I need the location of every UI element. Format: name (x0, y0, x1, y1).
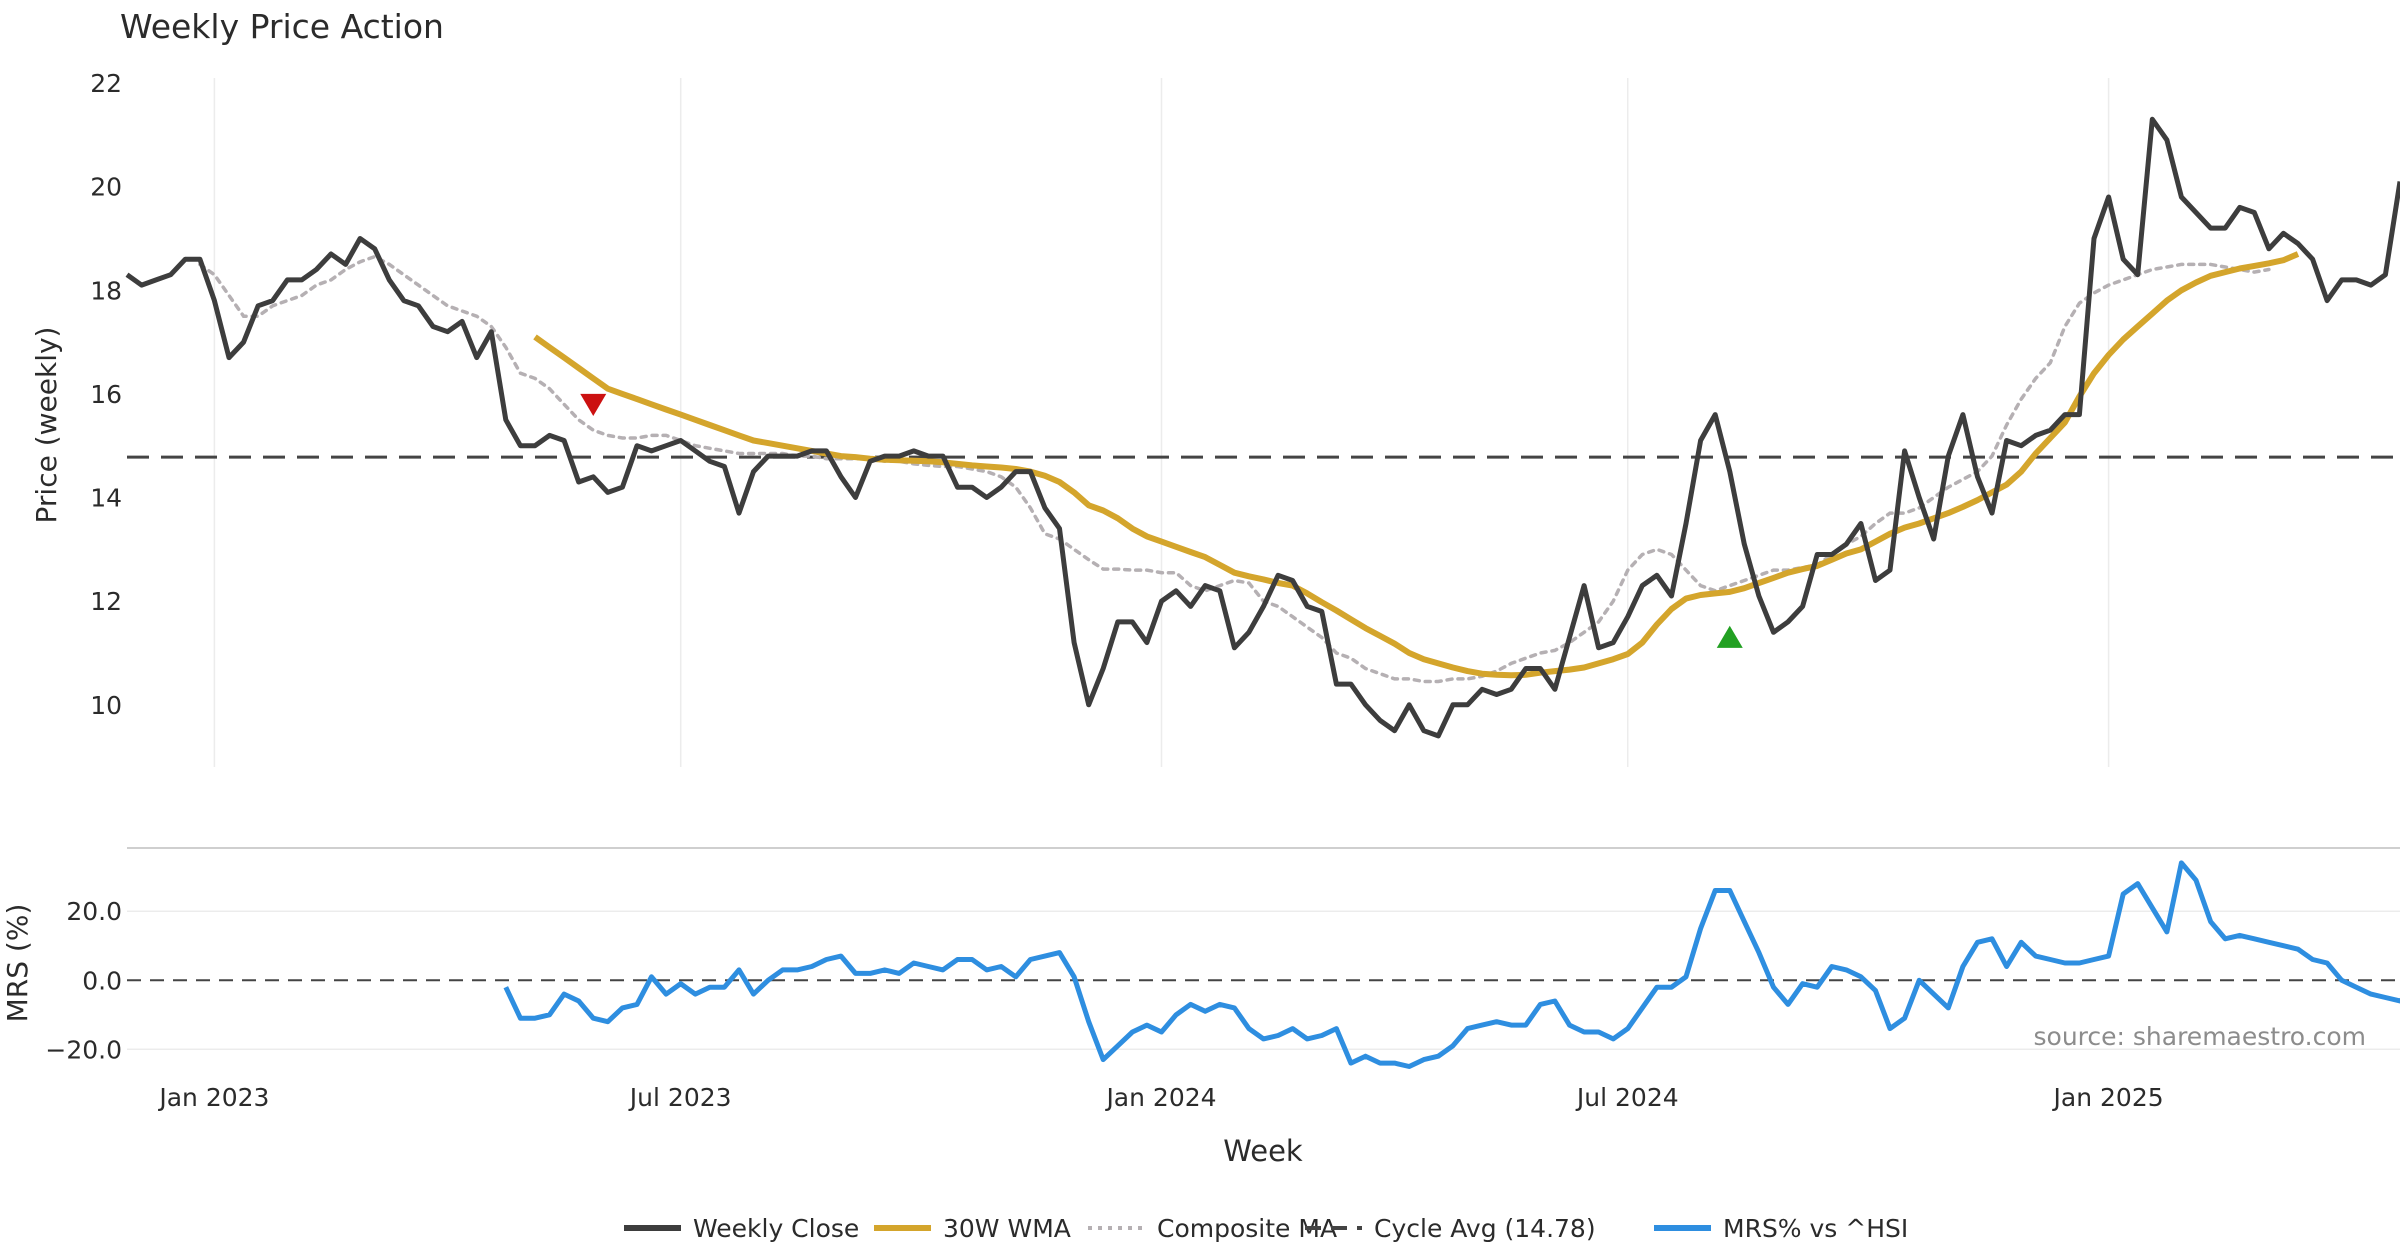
price-y-tick-labels: 10 12 14 16 18 20 22 (90, 69, 122, 720)
x-tick-label: Jul 2024 (1575, 1083, 1679, 1112)
x-tick-label: Jan 2023 (157, 1083, 269, 1112)
price-y-tick-label: 20 (90, 173, 122, 202)
weekly-close-line (125, 116, 2400, 739)
mrs-y-tick-labels: −20.0 0.0 20.0 (45, 897, 122, 1064)
price-y-axis-label: Price (weekly) (30, 327, 63, 524)
mrs-y-tick-label: −20.0 (45, 1035, 122, 1064)
legend-label: Cycle Avg (14.78) (1374, 1214, 1596, 1243)
legend: Weekly Close 30W WMA Composite MA Cycle Avg… (624, 1214, 1908, 1243)
price-y-tick-label: 12 (90, 587, 122, 616)
composite-ma-line (198, 254, 2271, 684)
wma-30w-line (533, 251, 2300, 679)
buy-signal-marker (1716, 625, 1743, 648)
x-tick-label: Jan 2024 (1104, 1083, 1216, 1112)
mrs-line (503, 860, 2400, 1069)
legend-label: MRS% vs ^HSI (1723, 1214, 1908, 1243)
x-tick-label: Jul 2023 (628, 1083, 732, 1112)
x-axis-label: Week (1223, 1134, 1303, 1168)
sell-signal-marker (580, 393, 607, 416)
mrs-y-tick-label: 20.0 (66, 897, 122, 926)
chart-title: Weekly Price Action (120, 7, 444, 46)
price-y-tick-label: 16 (90, 380, 122, 409)
price-y-tick-label: 22 (90, 69, 122, 98)
price-y-tick-label: 10 (90, 691, 122, 720)
legend-label: 30W WMA (943, 1214, 1071, 1243)
x-tick-label: Jan 2025 (2052, 1083, 2164, 1112)
price-y-tick-label: 14 (90, 484, 122, 513)
mrs-gridlines (127, 910, 2400, 1051)
legend-label: Weekly Close (693, 1214, 859, 1243)
price-y-tick-label: 18 (90, 276, 122, 305)
x-tick-labels: Jan 2023 Jul 2023 Jan 2024 Jul 2024 Jan 2025… (157, 1083, 2164, 1112)
price-gridlines (213, 78, 2110, 767)
mrs-y-axis-label: MRS (%) (1, 904, 34, 1023)
mrs-y-tick-label: 0.0 (82, 966, 122, 995)
source-note: source: sharemaestro.com (2034, 1022, 2367, 1051)
signal-markers (580, 393, 1743, 648)
